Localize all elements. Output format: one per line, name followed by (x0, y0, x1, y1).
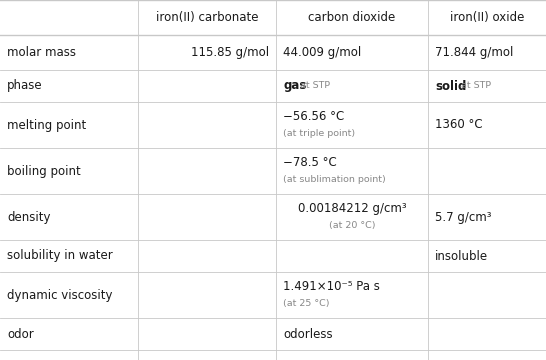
Text: (at triple point): (at triple point) (283, 129, 355, 138)
Text: molar mass: molar mass (7, 46, 76, 59)
Text: (at sublimation point): (at sublimation point) (283, 175, 386, 184)
Text: odor: odor (7, 328, 34, 341)
Text: iron(II) oxide: iron(II) oxide (450, 11, 524, 24)
Text: gas: gas (283, 80, 306, 93)
Text: odorless: odorless (283, 328, 333, 341)
Text: −78.5 °C: −78.5 °C (283, 156, 337, 169)
Text: iron(II) carbonate: iron(II) carbonate (156, 11, 258, 24)
Text: at STP: at STP (300, 81, 330, 90)
Text: solubility in water: solubility in water (7, 249, 113, 262)
Text: −56.56 °C: −56.56 °C (283, 110, 344, 123)
Text: phase: phase (7, 80, 43, 93)
Text: melting point: melting point (7, 118, 86, 131)
Text: 0.00184212 g/cm³: 0.00184212 g/cm³ (298, 202, 406, 215)
Text: 71.844 g/mol: 71.844 g/mol (435, 46, 513, 59)
Text: (at 25 °C): (at 25 °C) (283, 299, 329, 308)
Text: 5.7 g/cm³: 5.7 g/cm³ (435, 211, 491, 224)
Text: 115.85 g/mol: 115.85 g/mol (191, 46, 269, 59)
Text: carbon dioxide: carbon dioxide (308, 11, 396, 24)
Text: (at 20 °C): (at 20 °C) (329, 221, 375, 230)
Text: boiling point: boiling point (7, 165, 81, 177)
Text: 1360 °C: 1360 °C (435, 118, 483, 131)
Text: 44.009 g/mol: 44.009 g/mol (283, 46, 361, 59)
Text: insoluble: insoluble (435, 249, 488, 262)
Text: at STP: at STP (461, 81, 491, 90)
Text: density: density (7, 211, 50, 224)
Text: 1.491×10⁻⁵ Pa s: 1.491×10⁻⁵ Pa s (283, 280, 380, 293)
Text: dynamic viscosity: dynamic viscosity (7, 288, 112, 302)
Text: solid: solid (435, 80, 466, 93)
